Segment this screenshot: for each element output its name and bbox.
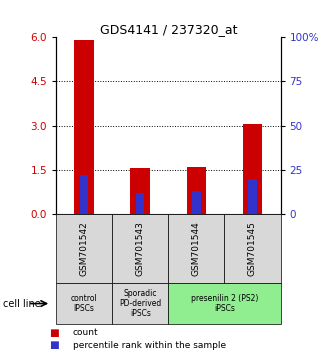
Bar — [80, 175, 88, 214]
Text: GSM701543: GSM701543 — [136, 221, 145, 276]
Bar — [130, 169, 150, 214]
Bar — [243, 124, 262, 214]
Text: cell line: cell line — [3, 298, 41, 309]
Text: ■: ■ — [50, 328, 59, 338]
Title: GDS4141 / 237320_at: GDS4141 / 237320_at — [100, 23, 237, 36]
Text: ■: ■ — [50, 340, 59, 350]
Bar — [192, 191, 201, 214]
Text: count: count — [73, 328, 98, 337]
Text: percentile rank within the sample: percentile rank within the sample — [73, 341, 226, 350]
Bar — [186, 167, 206, 214]
Bar — [74, 40, 94, 214]
Text: GSM701545: GSM701545 — [248, 221, 257, 276]
Text: presenilin 2 (PS2)
iPSCs: presenilin 2 (PS2) iPSCs — [191, 294, 258, 313]
Bar — [248, 179, 257, 214]
Text: GSM701544: GSM701544 — [192, 221, 201, 276]
Bar — [136, 193, 145, 214]
Text: Sporadic
PD-derived
iPSCs: Sporadic PD-derived iPSCs — [119, 289, 161, 319]
Text: GSM701542: GSM701542 — [80, 221, 89, 276]
Text: control
IPSCs: control IPSCs — [71, 294, 98, 313]
